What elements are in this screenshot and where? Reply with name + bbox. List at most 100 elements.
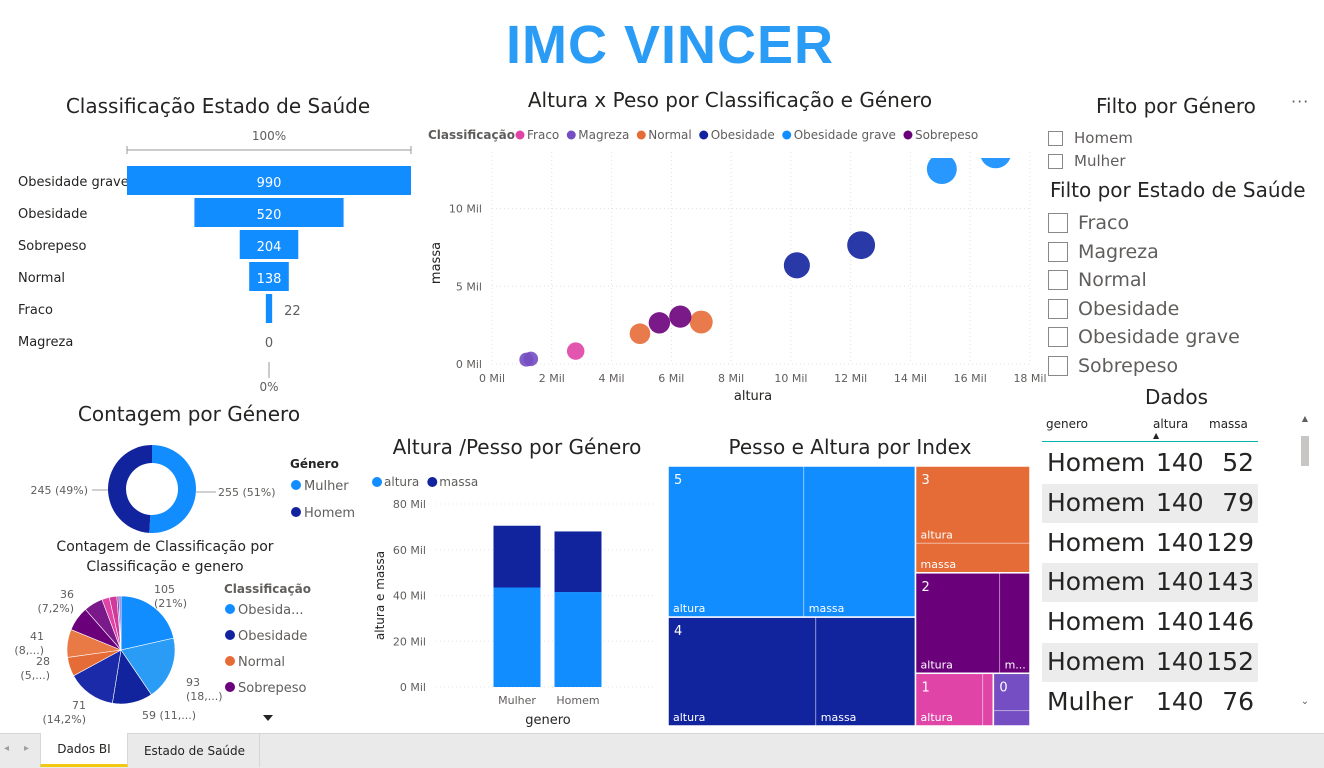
slicer-saude-option[interactable]: Magreza (1048, 241, 1159, 263)
funnel-bar[interactable] (239, 230, 299, 259)
treemap-cell[interactable] (915, 542, 1031, 574)
slicer-saude-option[interactable]: Obesidade (1048, 298, 1179, 320)
funnel-chart[interactable]: 100% Obesidade grave 990 Obesidade 520 Sobrep… (0, 124, 440, 396)
pie-legend-label[interactable]: Obesidade (238, 629, 307, 644)
slicer-saude-option[interactable]: Sobrepeso (1048, 355, 1178, 377)
pie-slice[interactable] (120, 637, 176, 696)
treemap-cell[interactable] (668, 466, 805, 618)
pie-slice[interactable] (120, 595, 175, 651)
funnel-bar[interactable] (265, 294, 273, 323)
checkbox[interactable] (1048, 153, 1063, 169)
donut-chart[interactable]: 255 (51%) 245 (49%) Género Mulher Homem (0, 436, 372, 540)
treemap-cell[interactable] (982, 672, 994, 727)
treemap-cell[interactable] (803, 466, 917, 618)
scatter-point[interactable] (523, 351, 539, 367)
more-options-icon[interactable]: ··· (1291, 92, 1310, 111)
pie-legend-label[interactable]: Normal (238, 655, 285, 670)
scroll-up-icon[interactable]: ▲ (1301, 414, 1309, 423)
pie-legend-marker[interactable] (225, 630, 235, 640)
treemap-cell[interactable] (915, 466, 1031, 544)
scatter-legend-label[interactable]: Magreza (578, 128, 629, 142)
donut-legend-marker[interactable] (291, 507, 301, 517)
treemap-cell[interactable] (668, 616, 817, 727)
chevron-left-icon[interactable]: ◂ (4, 743, 10, 754)
scatter-legend-marker[interactable] (903, 130, 913, 140)
table-row[interactable]: Homem 140 152 (1042, 643, 1258, 682)
scatter-legend-marker[interactable] (566, 130, 576, 140)
table-row[interactable]: Homem 140 79 (1042, 483, 1258, 523)
pie-chart[interactable]: 105(21%) 93(18,...) 59 (11,...) 71(14,2%) 28… (0, 578, 372, 730)
scatter-point[interactable] (783, 252, 810, 279)
pie-legend-marker[interactable] (225, 682, 235, 692)
table-row[interactable]: Mulher 140 76 (1042, 682, 1258, 722)
treemap-cell[interactable] (992, 710, 1031, 727)
table-scrollbar[interactable]: ▲ ⌄ (1300, 414, 1310, 718)
scatter-legend-marker[interactable] (782, 130, 792, 140)
scroll-down-icon[interactable]: ⌄ (1300, 696, 1310, 707)
scatter-legend-marker[interactable] (699, 130, 709, 140)
bar-segment[interactable] (493, 587, 541, 687)
scatter-point[interactable] (648, 312, 671, 334)
checkbox[interactable] (1048, 356, 1068, 376)
tab-estado-de-saude[interactable]: Estado de Saúde (130, 734, 260, 767)
chevron-right-icon[interactable]: ▸ (24, 743, 30, 754)
checkbox[interactable] (1048, 270, 1068, 291)
donut-slice[interactable] (149, 445, 196, 533)
treemap-cell[interactable] (915, 572, 1001, 674)
scatter-point[interactable] (566, 342, 585, 360)
donut-slice[interactable] (107, 445, 152, 533)
treemap-chart[interactable]: altura massa 5 altura massa 4 altura massa 3 altu… (668, 466, 1032, 728)
scatter-legend-label[interactable]: Normal (648, 128, 691, 142)
funnel-bar[interactable] (194, 198, 344, 227)
scroll-thumb[interactable] (1301, 436, 1309, 466)
slicer-saude-option[interactable]: Normal (1048, 269, 1147, 291)
slicer-genero-option[interactable]: Homem (1048, 129, 1133, 147)
checkbox[interactable] (1048, 130, 1063, 146)
slicer-genero-option[interactable]: Mulher (1048, 152, 1126, 170)
scatter-point[interactable] (980, 137, 1011, 169)
bar-segment[interactable] (493, 525, 541, 588)
table-row[interactable]: Homem 140 129 (1042, 523, 1258, 563)
bar-segment[interactable] (554, 531, 602, 593)
treemap-cell[interactable] (992, 672, 1031, 712)
slicer-saude-option[interactable]: Obesidade grave (1048, 326, 1240, 348)
scatter-legend-marker[interactable] (636, 130, 646, 140)
pie-legend-label[interactable]: Sobrepeso (238, 681, 307, 696)
bar-legend-marker[interactable] (427, 477, 438, 487)
scatter-legend-label[interactable]: Obesidade grave (794, 128, 896, 142)
legend-more-icon[interactable] (263, 715, 273, 721)
bar-segment[interactable] (554, 592, 602, 687)
treemap-cell[interactable] (815, 616, 917, 727)
scatter-point[interactable] (629, 323, 651, 344)
donut-legend-label[interactable]: Homem (304, 506, 355, 521)
scatter-point[interactable] (926, 154, 957, 184)
tab-dados-bi[interactable]: Dados BI (40, 733, 128, 767)
table-column-header[interactable]: massa (1209, 417, 1248, 431)
table-column-header[interactable]: altura (1153, 417, 1189, 431)
pie-slice[interactable] (73, 649, 122, 704)
checkbox[interactable] (1048, 327, 1068, 348)
scatter-chart[interactable]: Classificação Fraco Magreza Normal Obesidade… (420, 122, 1050, 410)
pie-legend-label[interactable]: Obesida... (238, 603, 303, 618)
funnel-bar[interactable] (249, 262, 289, 291)
funnel-bar[interactable] (127, 166, 411, 195)
table-row[interactable]: Homem 140 52 (1042, 444, 1258, 483)
pie-legend-marker[interactable] (225, 604, 235, 614)
table-row[interactable]: Homem 140 146 (1042, 603, 1258, 643)
checkbox[interactable] (1048, 213, 1068, 233)
scatter-legend-label[interactable]: Obesidade (711, 128, 775, 142)
table-column-header[interactable]: genero (1046, 417, 1088, 431)
bar-legend-label[interactable]: altura (384, 475, 419, 489)
donut-legend-marker[interactable] (291, 480, 301, 490)
scatter-legend-label[interactable]: Fraco (527, 128, 559, 142)
scatter-point[interactable] (669, 305, 692, 328)
scatter-point[interactable] (689, 310, 713, 334)
scatter-legend-marker[interactable] (515, 130, 525, 140)
treemap-cell[interactable] (999, 572, 1031, 674)
bar-legend-label[interactable]: massa (439, 475, 478, 489)
checkbox[interactable] (1048, 241, 1068, 262)
table-row[interactable]: Homem 140 143 (1042, 563, 1258, 603)
checkbox[interactable] (1048, 298, 1068, 319)
slicer-saude-option[interactable]: Fraco (1048, 212, 1129, 234)
bar-legend-marker[interactable] (372, 477, 382, 487)
